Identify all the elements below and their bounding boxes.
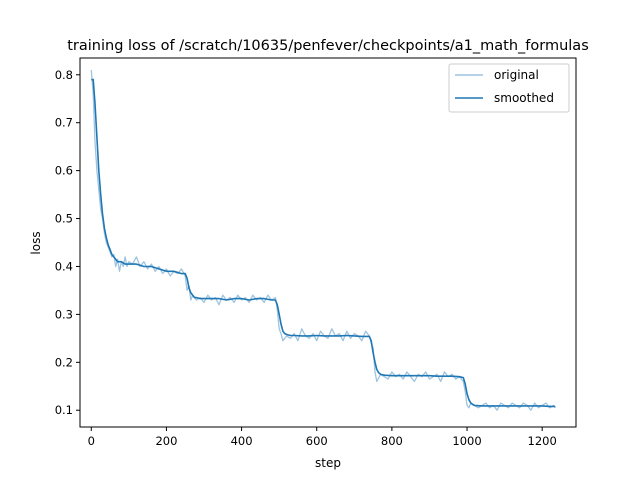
legend-label-smoothed: smoothed [494, 91, 554, 105]
x-tick-label: 600 [306, 434, 328, 448]
y-tick-label: 0.2 [55, 355, 73, 369]
y-tick-label: 0.3 [55, 307, 73, 321]
x-tick-label: 1000 [452, 434, 481, 448]
x-tick-label: 200 [155, 434, 177, 448]
x-axis-label: step [315, 456, 341, 470]
x-tick-label: 800 [381, 434, 403, 448]
y-tick-label: 0.5 [55, 212, 73, 226]
x-tick-label: 400 [231, 434, 253, 448]
x-tick-label: 0 [88, 434, 95, 448]
legend: original smoothed [448, 63, 570, 113]
plot-frame [79, 57, 577, 428]
y-tick-label: 0.1 [55, 403, 73, 417]
y-tick-label: 0.6 [55, 164, 73, 178]
plot-area [90, 69, 556, 411]
y-axis-label: loss [29, 231, 43, 254]
x-axis: 0 200 400 600 800 1000 1200 [88, 427, 557, 448]
series-line-smoothed [91, 78, 556, 408]
legend-box [448, 63, 570, 113]
y-axis: 0.1 0.2 0.3 0.4 0.5 0.6 0.7 0.8 [55, 68, 80, 417]
y-tick-label: 0.8 [55, 68, 73, 82]
y-tick-label: 0.4 [55, 259, 73, 273]
x-tick-label: 1200 [528, 434, 557, 448]
legend-label-original: original [494, 68, 539, 82]
y-tick-label: 0.7 [55, 116, 73, 130]
chart-title: training loss of /scratch/10635/penfever… [67, 38, 589, 54]
